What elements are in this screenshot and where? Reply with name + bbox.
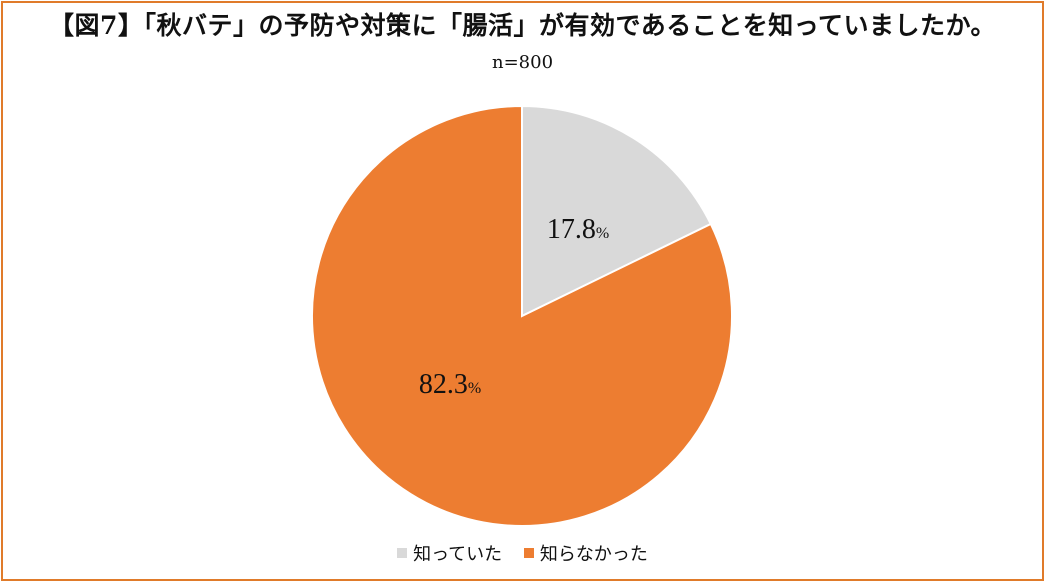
pie-label-0: 17.8% [547,214,609,245]
legend-item-1: 知らなかった [523,540,648,566]
pie-label-1: 82.3% [419,369,481,400]
pie-labels: 17.8% 82.3% [419,214,609,400]
pie-slice-1 [311,104,733,527]
pie-slices [311,104,733,527]
legend-label-1: 知らなかった [539,544,648,565]
chart-subtitle: n=800 [491,52,554,73]
chart-title: 【図7】「秋バテ」の予防や対策に「腸活」が有効であることを知っていましたか。 [49,11,996,40]
legend-swatch-1 [523,548,534,558]
legend-label-0: 知っていた [413,544,503,565]
legend-item-0: 知っていた [397,540,502,566]
legend: 知っていた 知らなかった [0,540,1045,566]
pie-slice-0 [521,104,713,318]
legend-swatch-0 [397,548,408,558]
